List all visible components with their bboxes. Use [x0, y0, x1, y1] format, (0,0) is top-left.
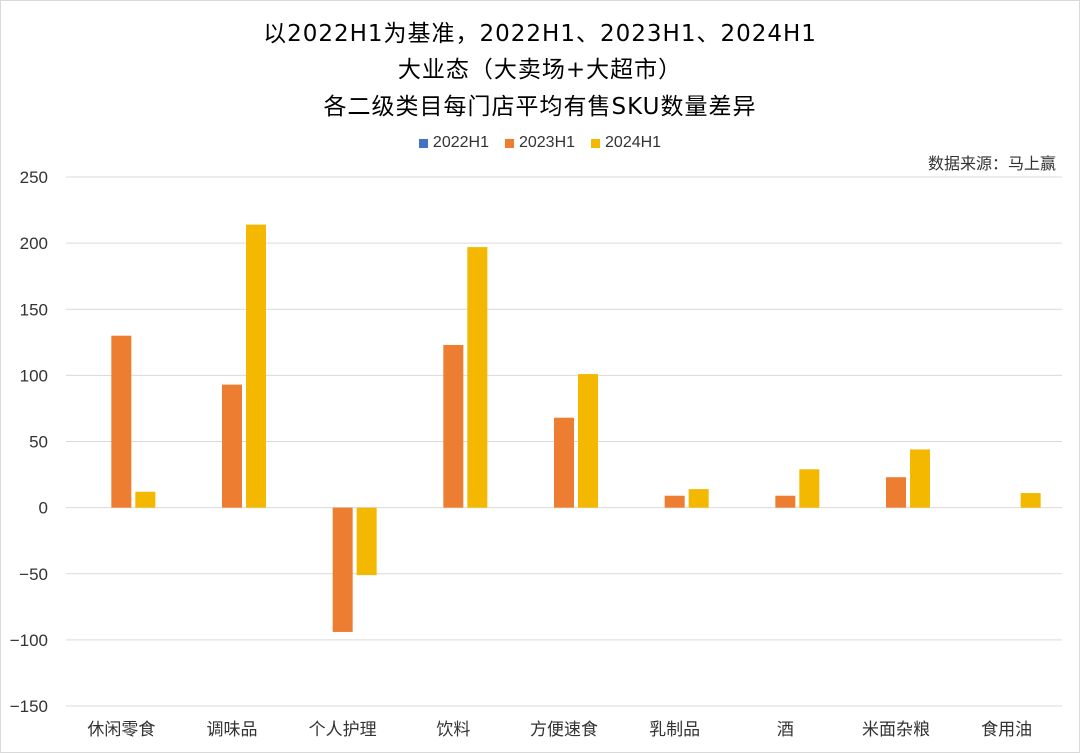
x-category-label: 食用油 — [981, 720, 1032, 740]
y-tick-label: 0 — [39, 499, 48, 518]
bar-2024h1 — [135, 491, 156, 508]
x-category-label: 饮料 — [436, 720, 470, 740]
bar-2024h1 — [688, 489, 709, 508]
bar-2023h1 — [332, 507, 353, 632]
y-tick-label: 250 — [20, 168, 48, 187]
legend-swatch — [418, 138, 428, 148]
data-source-note: 数据来源：马上赢 — [927, 154, 1056, 173]
x-category-label: 酒 — [777, 720, 794, 740]
y-tick-label: 200 — [20, 234, 48, 253]
legend-swatch — [591, 138, 601, 148]
legend-item-2022h1: 2022H1 — [418, 134, 489, 152]
x-category-label: 乳制品 — [649, 720, 700, 740]
legend-swatch — [504, 138, 514, 148]
bar-2024h1 — [799, 469, 820, 508]
bar-2024h1 — [246, 224, 266, 508]
legend-item-2024h1: 2024H1 — [591, 134, 661, 152]
x-category-label: 个人护理 — [309, 720, 377, 740]
x-category-label: 米面杂粮 — [862, 720, 930, 740]
bar-2024h1 — [578, 374, 598, 508]
legend-label: 2024H1 — [605, 134, 662, 151]
bar-2023h1 — [222, 384, 242, 508]
legend-label: 2022H1 — [432, 134, 489, 151]
chart-title-line-1: 以2022H1为基准，2022H1、2023H1、2024H1 — [263, 21, 817, 47]
chart-title-line-3: 各二级类目每门店平均有售SKU数量差异 — [323, 94, 757, 120]
legend-label: 2023H1 — [518, 134, 576, 151]
x-category-label: 休闲零食 — [87, 720, 155, 740]
y-tick-label: −50 — [19, 565, 48, 584]
bar-2023h1 — [886, 477, 906, 508]
y-tick-label: 100 — [20, 366, 48, 385]
chart-legend: 2022H1 2023H1 2024H1 — [0, 134, 1080, 152]
bar-2024h1 — [910, 449, 930, 508]
bar-2023h1 — [443, 344, 464, 508]
bar-2023h1 — [664, 495, 685, 508]
legend-item-2023h1: 2023H1 — [504, 134, 576, 152]
y-tick-label: −150 — [10, 697, 48, 716]
x-category-label: 方便速食 — [530, 720, 598, 740]
bar-2024h1 — [356, 507, 377, 576]
bar-2024h1 — [467, 247, 488, 508]
bar-2023h1 — [775, 495, 796, 508]
chart-title-line-2: 大业态（大卖场+大超市） — [397, 57, 683, 83]
bar-2023h1 — [111, 335, 132, 508]
y-tick-label: 150 — [20, 300, 48, 319]
y-tick-label: −100 — [10, 631, 48, 650]
bar-2024h1 — [1020, 493, 1041, 508]
y-tick-label: 50 — [29, 433, 48, 452]
x-category-label: 调味品 — [207, 720, 258, 740]
bar-2023h1 — [554, 417, 574, 508]
